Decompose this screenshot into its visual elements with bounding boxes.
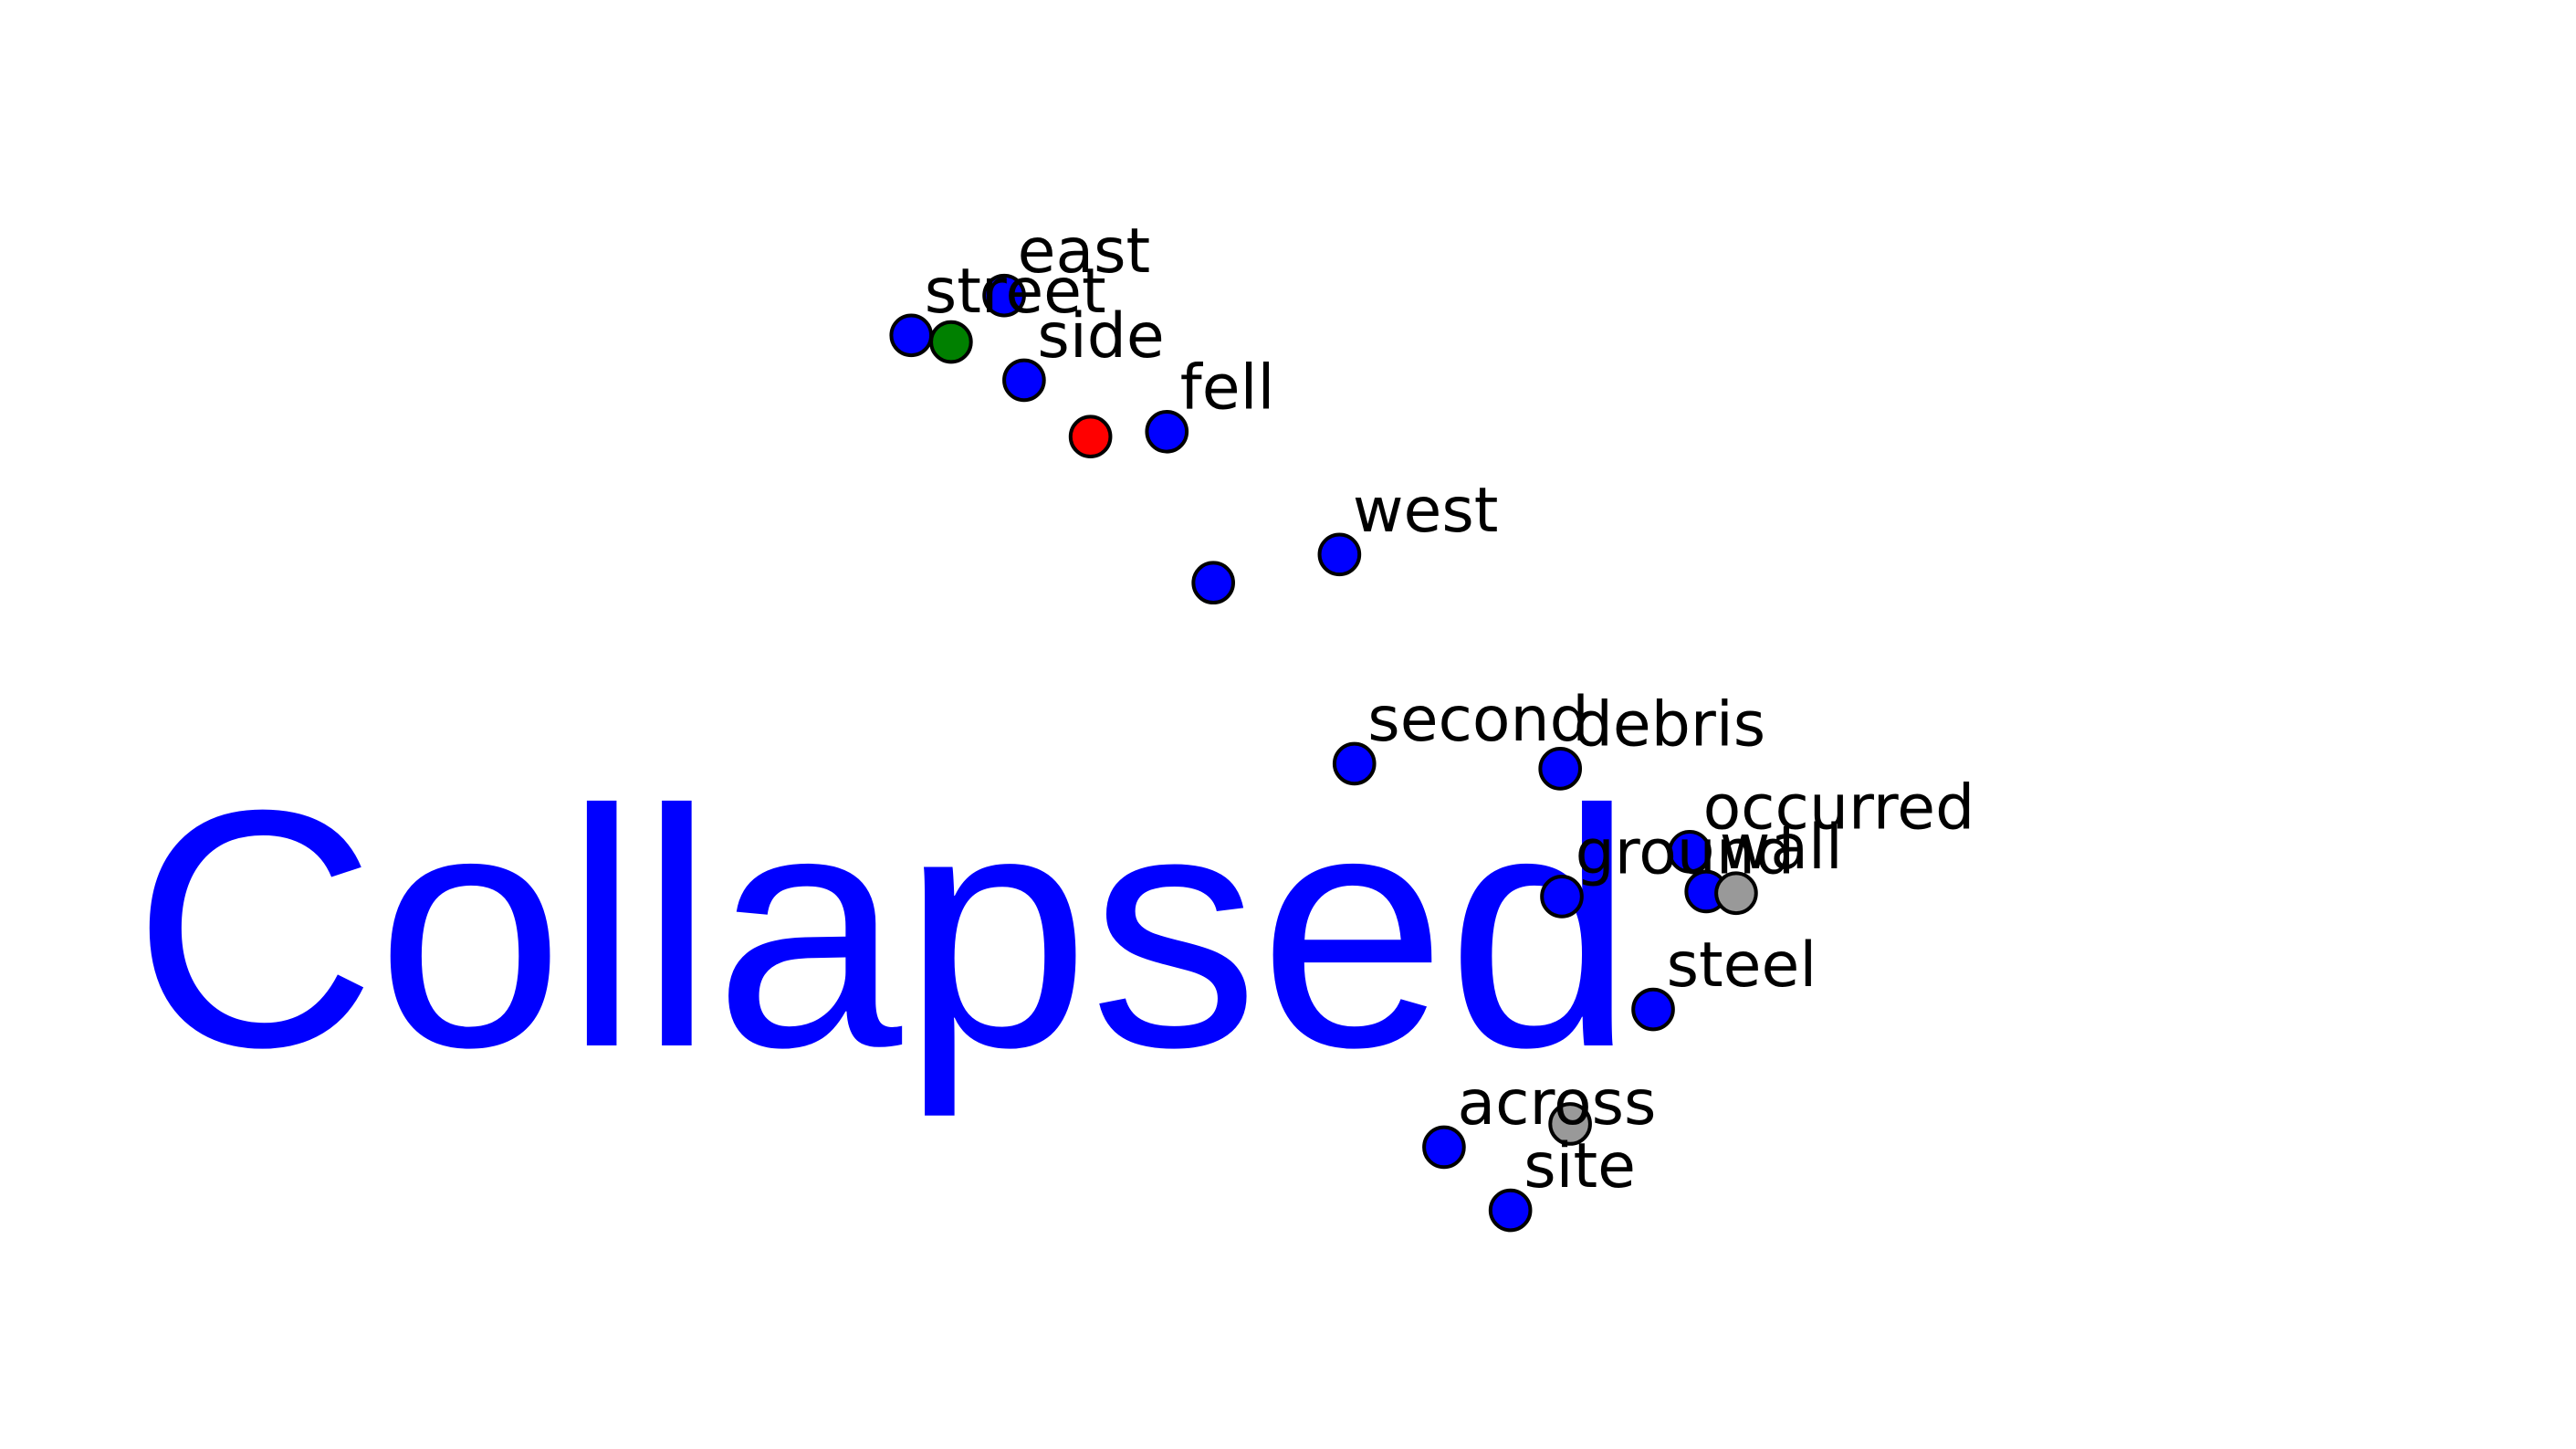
point-label-occurred: occurred (1703, 772, 1975, 844)
point-marker-debris (1538, 747, 1583, 791)
point-marker-site (1488, 1188, 1533, 1233)
point-label-site: site (1524, 1130, 1636, 1202)
point-marker-2 (929, 320, 973, 364)
point-marker-steel (1631, 987, 1675, 1032)
point-label-second: second (1367, 684, 1589, 756)
point-label-west: west (1353, 475, 1499, 547)
point-marker-16 (1548, 1102, 1592, 1146)
point-label-across: across (1457, 1067, 1656, 1139)
point-label-side: side (1037, 300, 1164, 373)
point-marker-east (982, 273, 1026, 318)
point-label-street: street (925, 256, 1106, 328)
point-marker-fell (1145, 409, 1189, 454)
point-label-wall: wall (1720, 812, 1843, 884)
point-marker-ground (1540, 875, 1584, 919)
point-marker-across (1422, 1125, 1466, 1170)
point-label-ground: ground (1576, 816, 1796, 888)
point-marker-second (1332, 741, 1377, 786)
point-marker-13 (1714, 871, 1758, 916)
point-label-steel: steel (1667, 929, 1817, 1002)
chart-title: Collapsed (132, 740, 1635, 1119)
point-label-debris: debris (1574, 688, 1765, 761)
point-label-fell: fell (1180, 352, 1275, 424)
points-layer (889, 273, 1758, 1233)
point-label-east: east (1018, 215, 1151, 288)
point-marker-5 (1068, 415, 1113, 459)
point-marker-7 (1191, 561, 1235, 605)
point-marker-west (1317, 532, 1362, 577)
point-marker-occurred (1668, 829, 1712, 874)
point-marker-side (1002, 358, 1046, 403)
